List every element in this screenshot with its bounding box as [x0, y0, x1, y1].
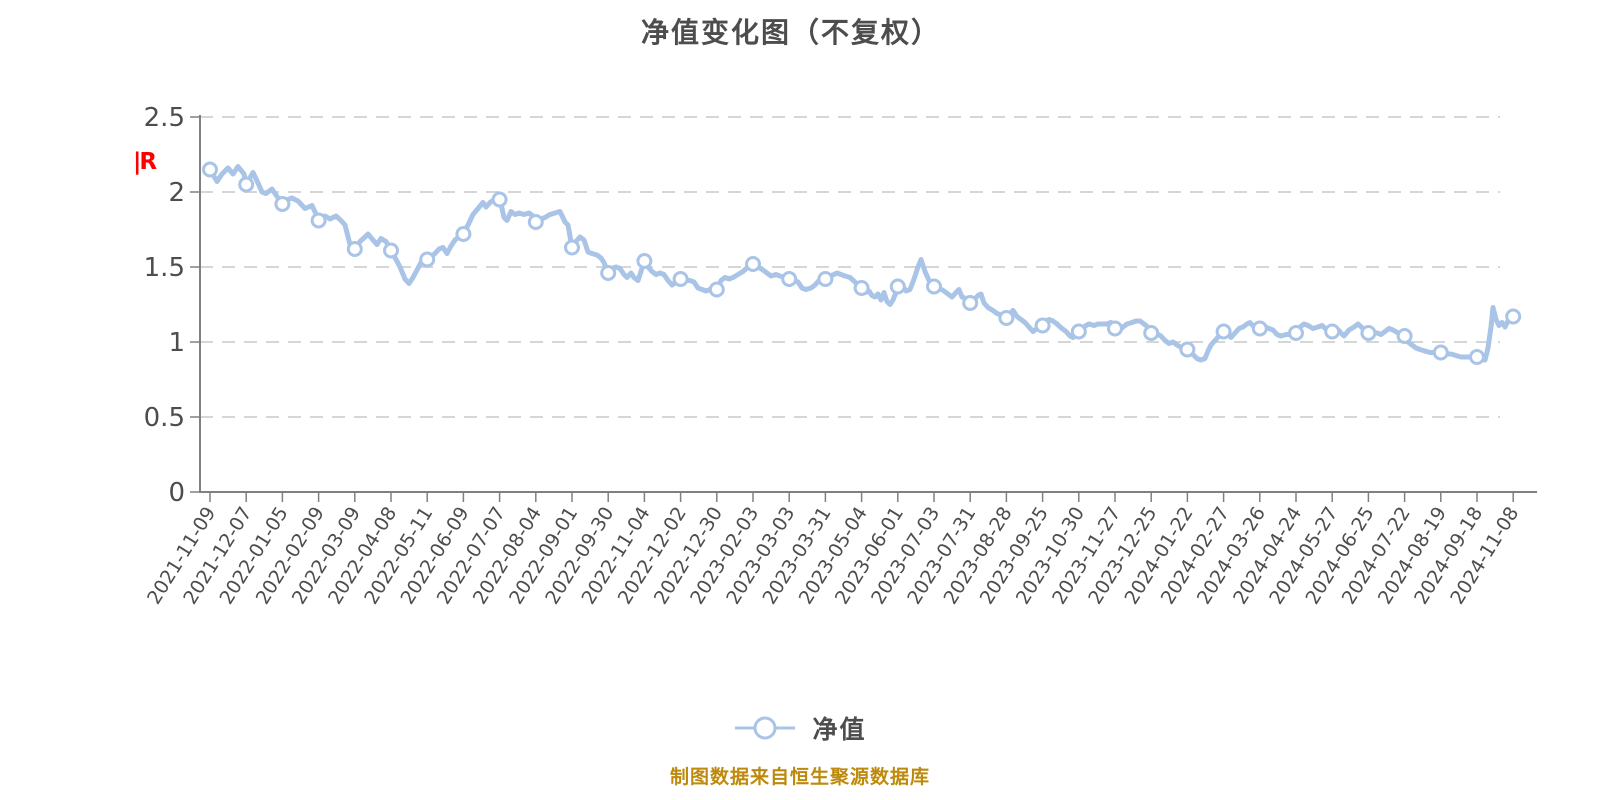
data-point-marker[interactable]: [1432, 344, 1449, 361]
data-point-marker[interactable]: [527, 214, 544, 230]
data-point-marker[interactable]: [346, 241, 363, 257]
data-point-marker[interactable]: [491, 191, 508, 208]
data-point-marker[interactable]: [1070, 323, 1087, 340]
data-point-marker[interactable]: [455, 226, 472, 242]
y-tick-label: 2: [168, 178, 185, 208]
data-point-marker[interactable]: [817, 271, 834, 287]
data-point-marker[interactable]: [636, 253, 653, 269]
data-point-marker[interactable]: [1215, 323, 1232, 340]
y-tick-label: 0.5: [144, 403, 185, 433]
y-tick-label: 1.5: [144, 253, 185, 283]
data-point-marker[interactable]: [998, 310, 1015, 326]
y-tick-label: 2.5: [144, 103, 185, 133]
data-point-marker[interactable]: [1360, 325, 1377, 341]
y-tick-label: 1: [168, 328, 185, 358]
data-point-marker[interactable]: [1396, 328, 1413, 344]
netvalue-line: [202, 164, 1516, 363]
data-point-marker[interactable]: [419, 251, 436, 268]
data-point-marker[interactable]: [1179, 341, 1196, 358]
legend[interactable]: 净值: [0, 710, 1600, 746]
data-point-marker[interactable]: [564, 239, 580, 256]
data-point-marker[interactable]: [238, 176, 255, 193]
data-point-marker[interactable]: [708, 281, 725, 298]
data-point-marker[interactable]: [274, 196, 291, 212]
data-point-marker[interactable]: [1107, 320, 1123, 337]
netvalue-legend-marker-icon: [735, 716, 796, 740]
data-point-marker[interactable]: [962, 295, 979, 311]
axis-lines: [199, 115, 1537, 493]
data-point-marker[interactable]: [383, 242, 399, 259]
data-source-note: 制图数据来自恒生聚源数据库: [669, 766, 930, 788]
data-point-marker[interactable]: [1034, 317, 1051, 334]
legend-label: 净值: [812, 715, 867, 744]
data-point-marker[interactable]: [600, 265, 617, 281]
y-axis-unit-label: |R: [133, 149, 157, 175]
data-point-marker[interactable]: [1469, 349, 1485, 365]
data-point-marker[interactable]: [926, 278, 942, 295]
data-point-marker[interactable]: [745, 256, 761, 272]
data-point-marker[interactable]: [853, 280, 870, 296]
page-title: 净值变化图（不复权）: [640, 16, 941, 49]
data-point-marker[interactable]: [781, 271, 798, 287]
netvalue-chart: 00.511.522.52021-11-092021-12-072022-01-…: [143, 103, 1537, 608]
data-point-marker[interactable]: [1143, 325, 1160, 341]
data-point-marker[interactable]: [1251, 320, 1268, 337]
data-point-marker[interactable]: [889, 278, 906, 295]
y-tick-label: 0: [168, 478, 185, 508]
data-point-marker[interactable]: [1505, 308, 1522, 325]
data-point-marker[interactable]: [202, 161, 218, 178]
data-point-marker[interactable]: [1288, 325, 1304, 341]
data-point-marker[interactable]: [310, 212, 327, 229]
legend-marker-circle: [753, 716, 777, 740]
data-point-marker[interactable]: [672, 271, 689, 287]
data-point-marker[interactable]: [1324, 323, 1341, 340]
